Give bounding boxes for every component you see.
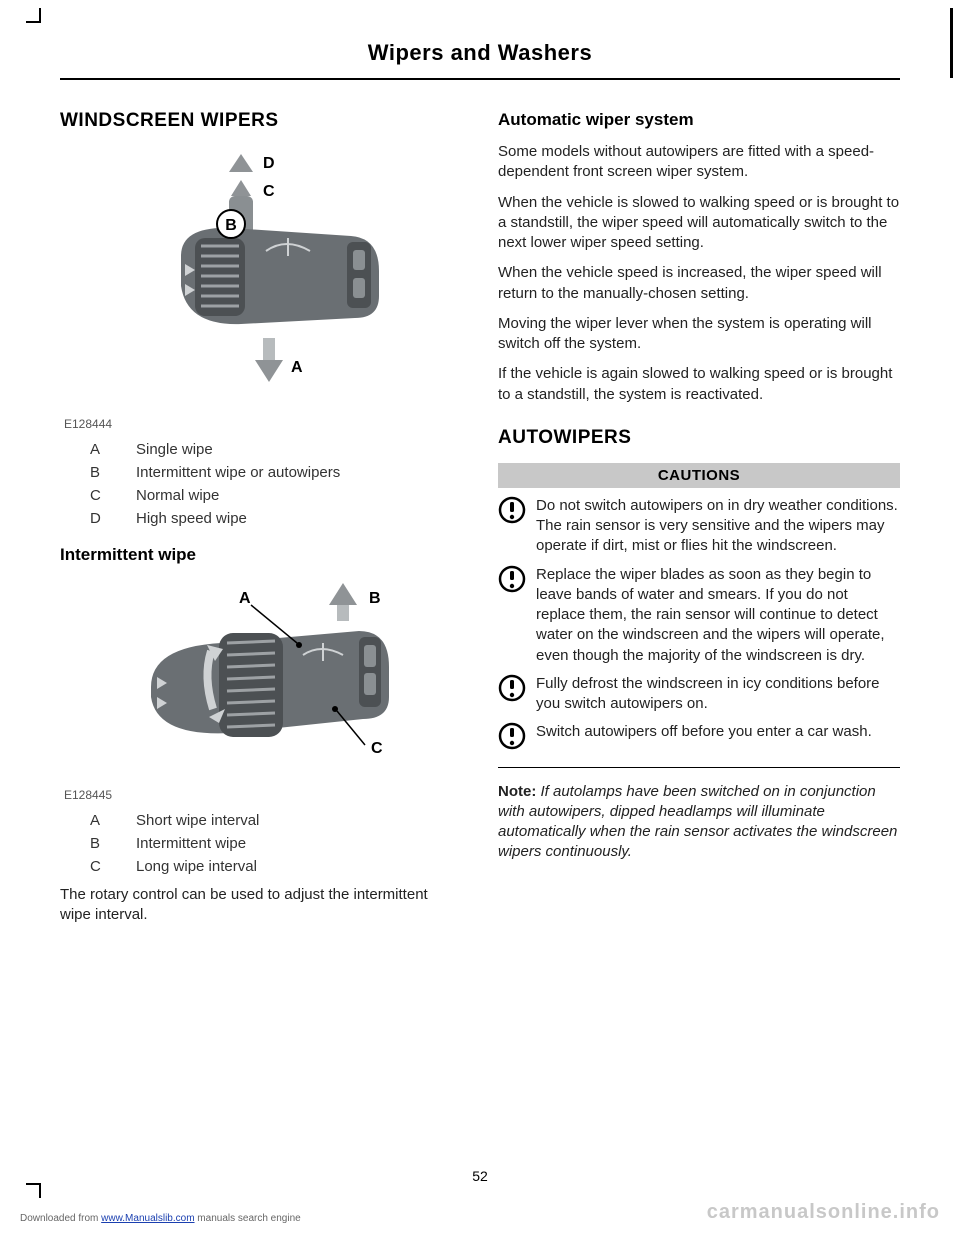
caution-text: Do not switch autowipers on in dry weath… — [536, 496, 900, 557]
legend-key: D — [90, 510, 108, 527]
auto-system-p2: When the vehicle is slowed to walking sp… — [498, 193, 900, 254]
crop-mark-icon — [26, 8, 46, 28]
legend-key: C — [90, 858, 108, 875]
legend-value: Intermittent wipe — [136, 835, 246, 852]
figure1-label-c: C — [263, 183, 275, 200]
auto-system-p1: Some models without autowipers are fitte… — [498, 142, 900, 183]
footer-link[interactable]: www.Manualslib.com — [101, 1213, 194, 1224]
auto-system-p3: When the vehicle speed is increased, the… — [498, 263, 900, 304]
figure1-label-a: A — [291, 359, 303, 376]
caution-4: Switch autowipers off before you enter a… — [498, 722, 900, 756]
figure1-label-d: D — [263, 155, 275, 172]
figure2-label-b: B — [369, 590, 381, 607]
page-number: 52 — [0, 1168, 960, 1184]
crop-mark-icon — [950, 8, 956, 78]
page-title: Wipers and Washers — [60, 40, 900, 80]
footer-watermark: carmanualsonline.info — [707, 1201, 940, 1224]
legend-value: Normal wipe — [136, 487, 219, 504]
footer-download-source: Downloaded from www.Manualslib.com manua… — [20, 1213, 301, 1224]
legend-value: High speed wipe — [136, 510, 247, 527]
legend-value: Single wipe — [136, 441, 213, 458]
footer-prefix: Downloaded from — [20, 1213, 101, 1224]
figure2-label-c: C — [371, 740, 383, 757]
legend1-row-d: D High speed wipe — [90, 510, 462, 527]
figure-intermittent-wipe: B — [60, 577, 462, 782]
right-column: Automatic wiper system Some models witho… — [498, 110, 900, 936]
figure1-label-b: B — [225, 217, 237, 234]
caution-text: Switch autowipers off before you enter a… — [536, 722, 900, 756]
caution-icon — [498, 722, 526, 756]
legend2-row-a: A Short wipe interval — [90, 812, 462, 829]
legend-key: C — [90, 487, 108, 504]
heading-automatic-wiper-system: Automatic wiper system — [498, 110, 900, 130]
figure2-label-a: A — [239, 590, 251, 607]
legend-key: A — [90, 441, 108, 458]
intermittent-stalk-illustration: B — [111, 577, 411, 777]
caution-icon — [498, 565, 526, 666]
legend1-row-c: C Normal wipe — [90, 487, 462, 504]
note-label: Note: — [498, 783, 536, 800]
legend-value: Long wipe interval — [136, 858, 257, 875]
caution-1: Do not switch autowipers on in dry weath… — [498, 496, 900, 557]
heading-intermittent-wipe: Intermittent wipe — [60, 545, 462, 565]
note-text: If autolamps have been switched on in co… — [498, 783, 897, 861]
wiper-stalk-illustration: D C — [111, 146, 411, 406]
figure-windscreen-wipers: D C — [60, 146, 462, 411]
caution-icon — [498, 674, 526, 715]
left-column: WINDSCREEN WIPERS D C — [60, 110, 462, 936]
note-autolamps: Note: If autolamps have been switched on… — [498, 782, 900, 863]
heading-windscreen-wipers: WINDSCREEN WIPERS — [60, 110, 462, 132]
legend-key: B — [90, 835, 108, 852]
legend2-row-c: C Long wipe interval — [90, 858, 462, 875]
heading-autowipers: AUTOWIPERS — [498, 427, 900, 449]
figure2-caption: E128445 — [64, 788, 462, 802]
legend1-row-a: A Single wipe — [90, 441, 462, 458]
legend-value: Intermittent wipe or autowipers — [136, 464, 340, 481]
caution-2: Replace the wiper blades as soon as they… — [498, 565, 900, 666]
legend1-row-b: B Intermittent wipe or autowipers — [90, 464, 462, 481]
cautions-header: CAUTIONS — [498, 463, 900, 488]
caution-text: Replace the wiper blades as soon as they… — [536, 565, 900, 666]
caution-3: Fully defrost the windscreen in icy cond… — [498, 674, 900, 715]
auto-system-p5: If the vehicle is again slowed to walkin… — [498, 364, 900, 405]
legend-value: Short wipe interval — [136, 812, 259, 829]
cautions-end-rule — [498, 767, 900, 768]
legend2-row-b: B Intermittent wipe — [90, 835, 462, 852]
figure1-caption: E128444 — [64, 417, 462, 431]
caution-text: Fully defrost the windscreen in icy cond… — [536, 674, 900, 715]
caution-icon — [498, 496, 526, 557]
footer-suffix: manuals search engine — [195, 1213, 301, 1224]
rotary-control-text: The rotary control can be used to adjust… — [60, 885, 462, 926]
legend-key: B — [90, 464, 108, 481]
auto-system-p4: Moving the wiper lever when the system i… — [498, 314, 900, 355]
legend-key: A — [90, 812, 108, 829]
